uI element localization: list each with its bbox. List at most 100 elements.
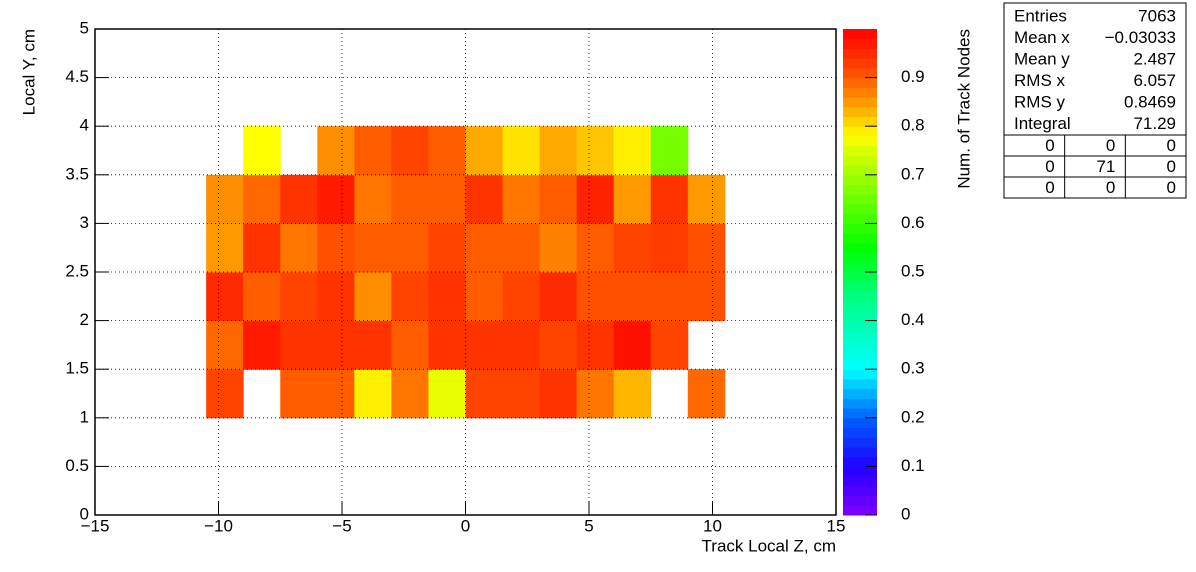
colorbar-segment	[843, 97, 877, 108]
y-tick-label: 2.5	[65, 261, 89, 280]
stats-frame	[1003, 2, 1187, 199]
heatmap-cell	[243, 126, 281, 176]
colorbar-segment	[843, 417, 877, 429]
z-tick-label: 0.3	[901, 359, 925, 378]
colorbar-segment	[843, 437, 877, 448]
y-tick-label: 5	[80, 18, 89, 37]
colorbar-segment	[843, 38, 877, 49]
colorbar-segment	[843, 349, 877, 360]
heatmap-cell	[391, 369, 429, 419]
heatmap-cell	[428, 320, 466, 370]
heatmap-cell	[576, 369, 615, 419]
colorbar-segment	[843, 242, 877, 254]
heatmap-cell	[650, 174, 689, 224]
heatmap-cell	[354, 369, 392, 419]
colorbar-segment	[843, 135, 877, 147]
heatmap-cell	[243, 320, 281, 370]
heatmap-cell	[391, 126, 429, 176]
heatmap-cell	[280, 174, 318, 224]
heatmap-cell	[687, 174, 726, 224]
heatmap-cell	[391, 272, 429, 322]
colorbar-segment	[843, 505, 877, 516]
colorbar-segment	[843, 87, 877, 98]
heatmap-cell	[280, 320, 318, 370]
heatmap-cell	[317, 174, 355, 224]
stats-value: −0.03033	[1105, 28, 1176, 47]
heatmap-cell	[243, 223, 281, 273]
y-tick-label: 3	[80, 213, 89, 232]
colorbar-segment	[843, 340, 877, 351]
heatmap-cell	[206, 223, 244, 273]
z-tick-label: 0.5	[901, 261, 925, 280]
heatmap-cell	[206, 272, 244, 322]
z-tick-label: 0.8	[901, 116, 925, 135]
heatmap-cell	[502, 126, 541, 176]
stats-cell: 0	[1167, 136, 1176, 155]
heatmap-cell	[280, 272, 318, 322]
z-tick-label: 0.9	[901, 67, 925, 86]
heatmap-cell	[465, 126, 504, 176]
heatmap-cell	[243, 272, 281, 322]
heatmap-cell	[465, 272, 504, 322]
colorbar-segment	[843, 106, 877, 117]
heatmap-cell	[502, 223, 541, 273]
stats-cell: 0	[1167, 157, 1176, 176]
stats-cell: 0	[1045, 136, 1054, 155]
colorbar-segment	[843, 155, 877, 166]
y-axis-label: Local Y, cm	[19, 29, 38, 115]
colorbar-segment	[843, 301, 877, 312]
colorbar-segment	[843, 378, 877, 390]
heatmap-cell	[539, 320, 578, 370]
stats-label: Mean y	[1014, 49, 1070, 68]
heatmap-cell	[650, 320, 689, 370]
z-tick-label: 0.1	[901, 456, 925, 475]
heatmap-cell	[539, 223, 578, 273]
heatmap-cell	[613, 369, 652, 419]
colorbar-segment	[843, 174, 877, 186]
z-tick-label: 0.2	[901, 407, 925, 426]
y-tick-label: 0.5	[65, 456, 89, 475]
colorbar-segment	[843, 388, 877, 399]
heatmap-cell	[576, 126, 615, 176]
colorbar-segment	[843, 58, 877, 69]
x-tick-label: −15	[81, 516, 110, 535]
heatmap-cell	[502, 272, 541, 322]
stats-label: Entries	[1014, 6, 1067, 25]
heatmap-cell	[613, 174, 652, 224]
colorbar-segment	[843, 427, 877, 438]
colorbar-segment	[843, 165, 877, 176]
heatmap-cell	[317, 320, 355, 370]
y-tick-label: 4.5	[65, 67, 89, 86]
colorbar-segment	[843, 252, 877, 263]
colorbar-segment	[843, 476, 877, 487]
colorbar-segment	[843, 116, 877, 127]
stats-label: Mean x	[1014, 28, 1070, 47]
colorbar-segment	[843, 495, 877, 506]
heatmap-cell	[539, 272, 578, 322]
x-tick-label: 0	[461, 516, 470, 535]
colorbar-segment	[843, 48, 877, 59]
z-tick-label: 0.4	[901, 310, 925, 329]
heatmap-cell	[280, 223, 318, 273]
x-tick-label: 10	[703, 516, 722, 535]
colorbar-segment	[843, 466, 877, 477]
y-tick-label: 4	[80, 116, 89, 135]
y-tick-label: 2	[80, 310, 89, 329]
stats-value: 6.057	[1133, 71, 1176, 90]
x-axis-label: Track Local Z, cm	[702, 536, 836, 555]
x-tick-label: 5	[584, 516, 593, 535]
x-tick-label: −10	[204, 516, 233, 535]
colorbar-segment	[843, 233, 877, 244]
z-tick-label: 0.7	[901, 164, 925, 183]
heatmap-cell	[502, 320, 541, 370]
heatmap-cell	[243, 174, 281, 224]
heatmap-cell	[428, 126, 466, 176]
colorbar-segment	[843, 456, 877, 467]
colorbar-segment	[843, 291, 877, 302]
colorbar-segment	[843, 446, 877, 458]
heatmap-cell	[317, 272, 355, 322]
heatmap-cell	[650, 272, 689, 322]
heatmap-cell	[206, 369, 244, 419]
heatmap-cell	[576, 272, 615, 322]
stats-cell: 0	[1045, 157, 1054, 176]
